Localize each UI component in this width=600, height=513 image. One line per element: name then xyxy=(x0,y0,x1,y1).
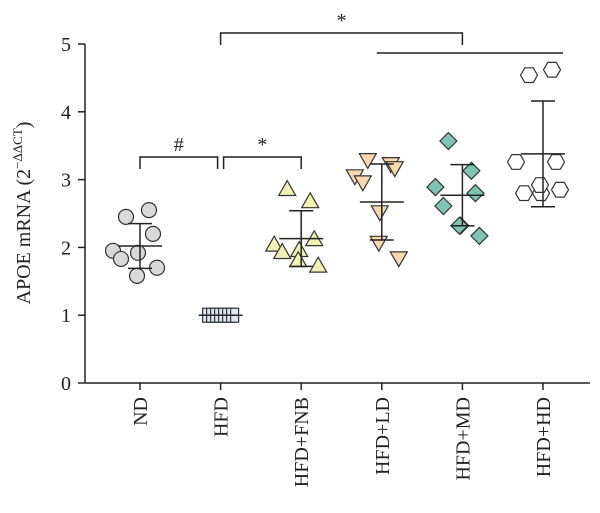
point xyxy=(470,226,489,246)
point xyxy=(542,61,562,78)
significance-label: # xyxy=(174,134,184,156)
bracket xyxy=(219,32,464,45)
y-tick-label: 4 xyxy=(61,102,71,124)
y-tick-label: 3 xyxy=(61,170,71,192)
significance-label: * xyxy=(257,134,267,156)
bracket xyxy=(139,156,219,169)
point xyxy=(358,153,378,170)
point xyxy=(144,225,162,242)
y-axis-label: APOE mRNA (2−ΔΔCT) xyxy=(10,122,35,305)
x-tick-label: HFD+FNB xyxy=(291,397,313,487)
point xyxy=(514,185,534,202)
point xyxy=(519,67,539,84)
x-tick-label: HFD xyxy=(211,397,233,437)
point xyxy=(353,175,373,193)
point xyxy=(140,202,158,219)
y-label-base: APOE mRNA (2 xyxy=(13,169,35,305)
x-tick-label: HFD+MD xyxy=(452,397,474,481)
point xyxy=(300,191,320,209)
point xyxy=(546,154,566,170)
point xyxy=(550,181,570,198)
point xyxy=(466,183,485,203)
point xyxy=(385,161,405,178)
point xyxy=(434,196,453,216)
significance-label: * xyxy=(337,10,347,32)
point xyxy=(129,244,147,261)
point xyxy=(264,234,284,252)
y-label-sup: −ΔΔCT xyxy=(10,128,25,169)
y-tick-label: 0 xyxy=(61,373,71,395)
point xyxy=(370,205,390,222)
x-tick-label: HFD+HD xyxy=(533,397,555,477)
y-tick-label: 1 xyxy=(61,305,71,327)
x-tick-label: ND xyxy=(130,397,152,426)
point xyxy=(272,242,292,260)
y-label-close: ) xyxy=(13,122,35,129)
point xyxy=(506,154,526,170)
point xyxy=(128,267,146,284)
point xyxy=(277,179,297,197)
point xyxy=(112,250,130,268)
y-tick-label: 2 xyxy=(61,237,71,259)
bracket xyxy=(222,156,302,169)
point xyxy=(462,161,481,181)
point xyxy=(369,235,389,253)
point xyxy=(439,131,458,151)
point xyxy=(426,177,445,197)
point xyxy=(117,208,135,225)
point xyxy=(308,255,328,273)
x-tick-label: HFD+LD xyxy=(372,397,394,475)
point xyxy=(389,251,409,268)
y-tick-label: 5 xyxy=(61,34,71,56)
point xyxy=(530,177,550,193)
